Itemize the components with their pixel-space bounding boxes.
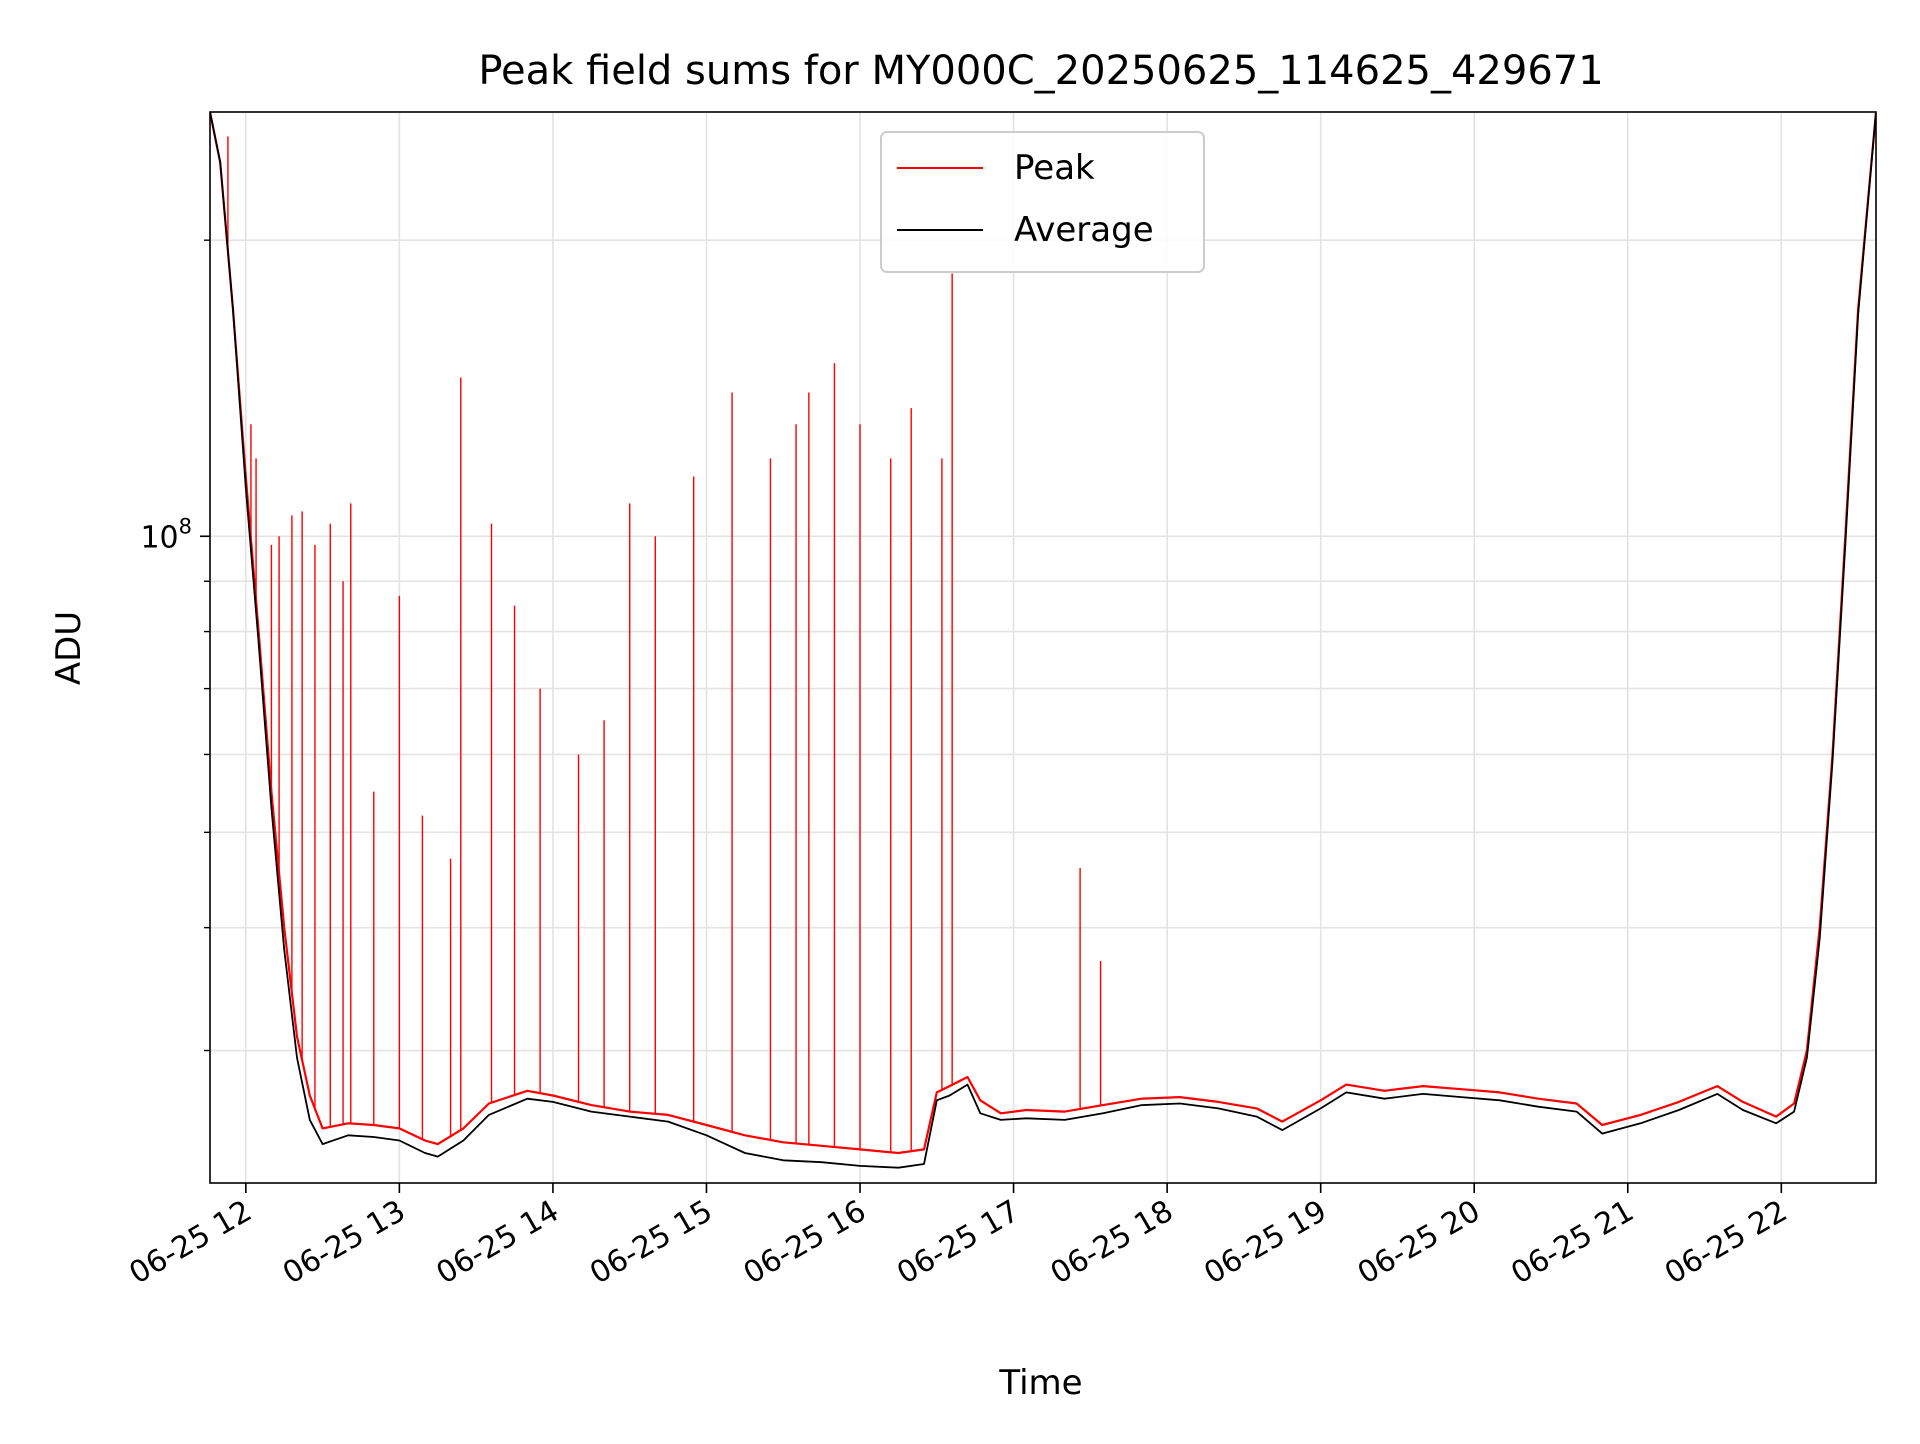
y-tick-base: 10 <box>140 520 178 555</box>
legend: Peak Average <box>880 131 1205 273</box>
y-tick-label: 108 <box>140 514 192 555</box>
y-tick-exponent: 8 <box>179 514 192 538</box>
series-group <box>210 112 1876 1169</box>
legend-label: Peak <box>1014 148 1095 188</box>
plot-frame <box>209 111 1877 1184</box>
grid-lines <box>210 112 1876 1183</box>
series-layer <box>210 112 1876 1169</box>
y-axis-label: ADU <box>49 611 89 685</box>
chart-title: Peak field sums for MY000C_20250625_1146… <box>478 48 1603 94</box>
series-line-peak <box>210 112 1876 1155</box>
series-line-average <box>210 112 1876 1169</box>
legend-label: Average <box>1014 210 1154 250</box>
x-axis-label: Time <box>998 1363 1082 1403</box>
